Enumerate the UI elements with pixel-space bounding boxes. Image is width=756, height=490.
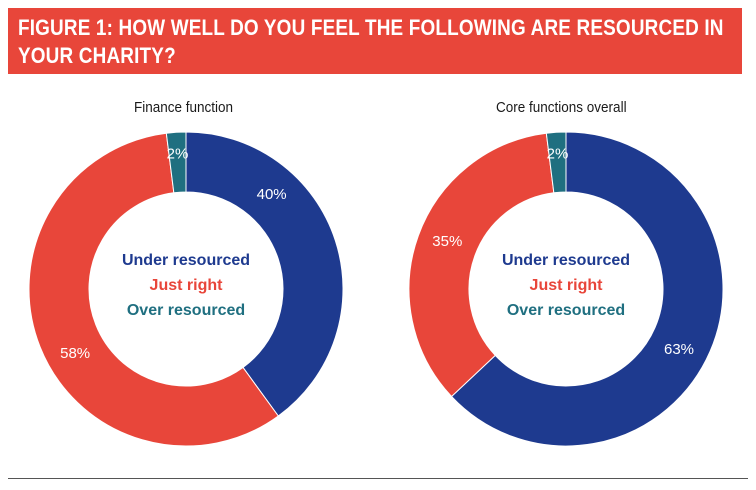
core-functions-overall-label-just-right: 35% [432,233,462,250]
core-functions-overall-slice-over-resourced [545,131,567,194]
figure-title: FIGURE 1: HOW WELL DO YOU FEEL THE FOLLO… [18,15,724,68]
core-functions-overall-legend-over-resourced: Over resourced [507,302,625,319]
bottom-rule [8,478,748,479]
finance-function-label-under-resourced: 40% [257,186,287,203]
core-functions-overall-label-under-resourced: 63% [664,341,694,358]
chart-title-finance-function: Finance function [134,99,234,116]
finance-function-label-just-right: 58% [60,345,90,362]
chart-title-core-functions-overall: Core functions overall [496,99,627,116]
core-functions-overall-slice-under-resourced [450,131,724,447]
finance-function-label-over-resourced: 2% [167,145,189,162]
core-functions-overall-slice-just-right [408,132,555,398]
core-functions-overall-legend-just-right: Just right [530,277,604,294]
finance-function-slice-under-resourced [185,131,344,417]
finance-function-slice-over-resourced [165,131,187,194]
finance-function-legend-just-right: Just right [150,277,224,294]
finance-function-legend-under-resourced: Under resourced [122,252,250,269]
core-functions-overall-label-over-resourced: 2% [547,145,569,162]
finance-function-slice-just-right [28,132,279,447]
core-functions-overall-legend-under-resourced: Under resourced [502,252,630,269]
finance-function-legend-over-resourced: Over resourced [127,302,245,319]
figure-header: FIGURE 1: HOW WELL DO YOU FEEL THE FOLLO… [8,8,742,74]
